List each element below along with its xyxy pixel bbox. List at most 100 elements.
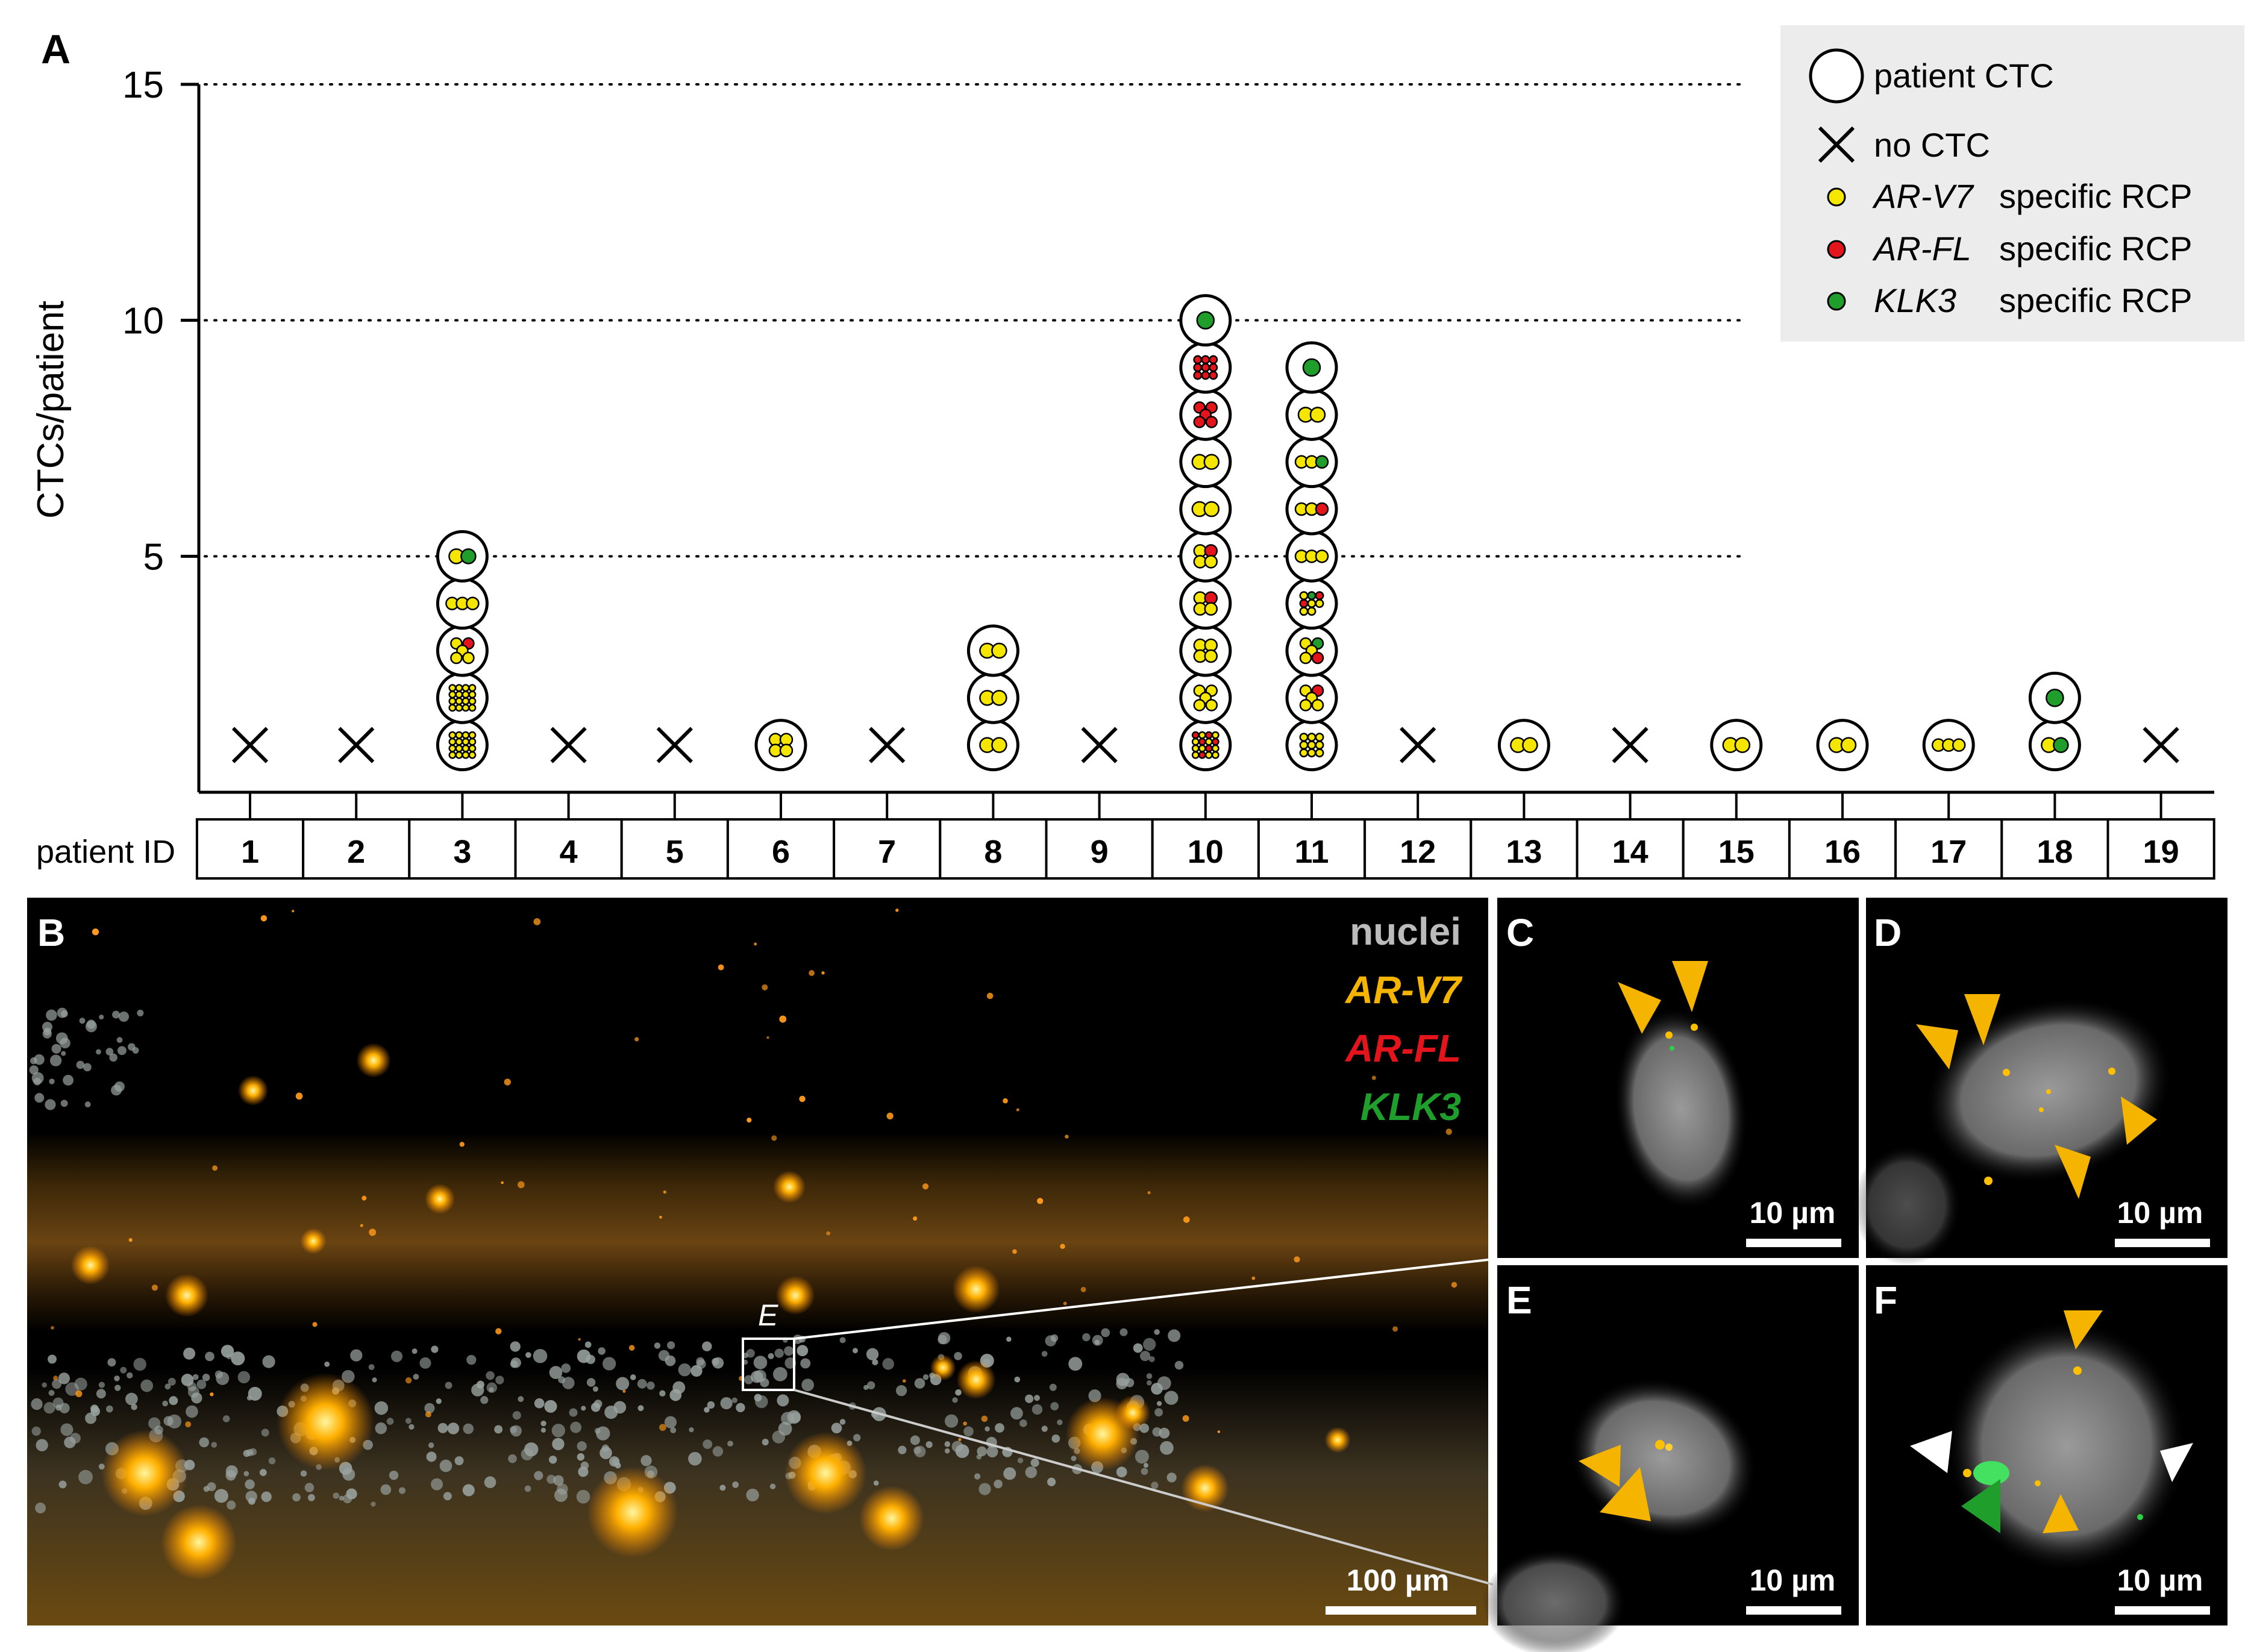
scale-label-c: 10 µm	[1750, 1196, 1836, 1230]
ctc-cell	[1285, 624, 1338, 677]
rcp-dot	[991, 690, 1007, 706]
patient-id-cell	[2106, 818, 2215, 880]
rcp-dot	[1191, 737, 1200, 746]
ctc-cell	[1179, 671, 1232, 724]
rcp-dot	[468, 751, 477, 759]
rcp-dot	[1307, 748, 1316, 758]
ctc-cell	[436, 577, 489, 630]
panel-d: D 10 µm	[1853, 898, 2228, 1265]
rcp-dot	[1315, 599, 1324, 609]
scale-bar-f	[2115, 1606, 2210, 1615]
rcp-dot	[1204, 731, 1213, 739]
y-tick-label: 15	[122, 64, 164, 106]
scale-label-b: 100 µm	[1347, 1563, 1450, 1597]
scale-bar-c	[1746, 1239, 1841, 1247]
rcp-dot	[1307, 607, 1316, 616]
rcp-dot	[1309, 407, 1326, 423]
rcp-dot	[448, 751, 457, 759]
no-ctc-cross	[656, 727, 693, 763]
scale-bar-e	[1746, 1606, 1841, 1615]
patient-id-cell	[1045, 818, 1154, 880]
rcp-dot	[1299, 733, 1309, 742]
arv7-arrowhead	[2064, 1310, 2103, 1350]
rcp-dot	[1204, 751, 1213, 759]
ctc-cell	[754, 719, 807, 772]
ctc-cell	[1285, 388, 1338, 441]
rcp-dot	[1191, 751, 1200, 759]
rcp-dot	[779, 743, 794, 757]
rcp-dot	[455, 690, 463, 699]
ctc-cell	[436, 719, 489, 772]
rcp-dot	[462, 684, 470, 692]
ctc-cell	[1285, 436, 1338, 489]
rcp-dot	[1204, 649, 1218, 663]
rcp-dot	[1193, 355, 1203, 365]
rcp-dot	[1307, 591, 1316, 601]
rcp-dot	[1299, 740, 1309, 750]
rcp-dot	[1205, 416, 1218, 428]
y-axis-ticks: 5 10 15	[122, 64, 199, 578]
rcp-dot	[468, 737, 477, 746]
channel-nuclei: nuclei	[1350, 910, 1461, 953]
scale-bar-b	[1326, 1606, 1476, 1615]
patient-id: 6	[772, 834, 790, 870]
panel-label-e: E	[1506, 1278, 1532, 1322]
rcp-dot	[1307, 740, 1316, 750]
rcp-dot	[2046, 689, 2064, 707]
ctc-cell	[1179, 530, 1232, 583]
rcp-dot	[1196, 311, 1215, 330]
panel-b: E B nuclei AR-V7 AR-FL KLK3 100 µm	[27, 898, 1494, 1625]
legend-klk3-rest: specific RCP	[1999, 281, 2193, 319]
rcp-dot	[1734, 737, 1751, 753]
patient-id-cell	[726, 818, 836, 880]
rcp-dot	[455, 697, 463, 706]
rcp-dot	[448, 731, 457, 739]
rcp-dot	[448, 737, 457, 746]
rcp-dot	[1193, 371, 1203, 380]
patient-id-cell	[1894, 818, 2003, 880]
rcp-dot	[1193, 699, 1206, 712]
legend-cross-icon	[1818, 126, 1855, 163]
rcp-dot	[1840, 737, 1857, 753]
inset-box-e	[742, 1338, 795, 1391]
rcp-dot	[1299, 699, 1312, 712]
rcp-dot	[460, 548, 477, 565]
no-ctc-cross	[1612, 727, 1648, 763]
klk3-arrowhead	[2160, 1443, 2193, 1482]
legend-ctc-circle	[1809, 48, 1864, 104]
rcp-dot	[1211, 751, 1219, 759]
ctc-cell	[1285, 341, 1338, 394]
rcp-dot	[1209, 355, 1218, 365]
rcp-dot	[455, 684, 463, 692]
ctc-cell	[1179, 341, 1232, 394]
ctc-cell	[1497, 719, 1550, 772]
rcp-dot	[462, 737, 470, 746]
legend-klk3-dot	[1827, 292, 1846, 311]
scale-label-d: 10 µm	[2117, 1196, 2203, 1230]
patient-id-cell	[302, 818, 411, 880]
rcp-dot	[462, 690, 470, 699]
rcp-dot	[455, 704, 463, 712]
inset-label-e: E	[758, 1298, 778, 1332]
patient-id: 13	[1506, 834, 1542, 870]
rcp-dot	[1191, 731, 1200, 739]
scale-bar-d	[2115, 1239, 2210, 1247]
rcp-dot	[468, 690, 477, 699]
legend: patient CTC no CTC AR-V7 specific RCP AR…	[1780, 25, 2244, 342]
patient-id: 15	[1718, 834, 1755, 870]
rcp-dot	[1211, 731, 1219, 739]
rcp-dot	[462, 744, 470, 752]
rcp-dot	[448, 704, 457, 712]
legend-arfl-rest: specific RCP	[1999, 230, 2193, 268]
rcp-dot	[468, 731, 477, 739]
ctc-cell	[1285, 577, 1338, 630]
patient-id: 12	[1400, 834, 1436, 870]
klk3-arrowhead	[1961, 1479, 2000, 1533]
rcp-dot	[455, 737, 463, 746]
rcp-dot	[1299, 607, 1309, 616]
patient-id: 11	[1294, 834, 1329, 870]
patient-id: 16	[1824, 834, 1861, 870]
ctc-cell	[1179, 294, 1232, 347]
legend-no-ctc-label: no CTC	[1874, 126, 1990, 164]
legend-arfl-dot	[1827, 240, 1846, 259]
